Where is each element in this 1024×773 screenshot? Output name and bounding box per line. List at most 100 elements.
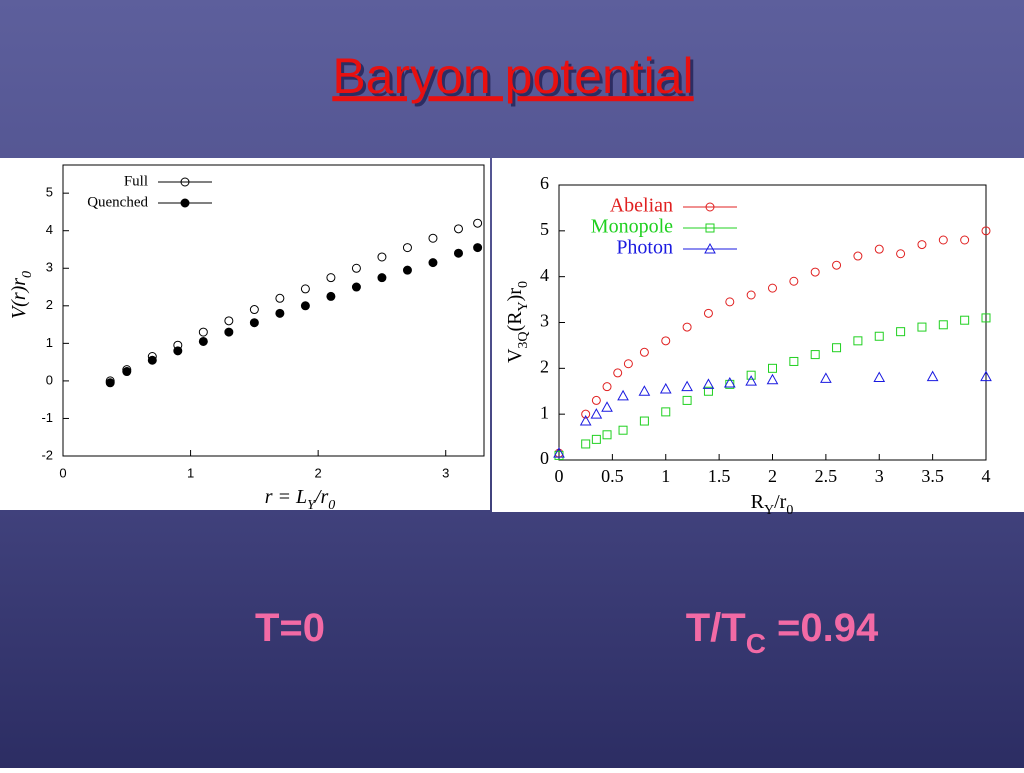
y-tick-label: 3 (540, 311, 549, 331)
data-point (746, 290, 756, 300)
x-tick-label: 0.5 (601, 466, 624, 486)
x-tick-label: 0 (555, 466, 564, 486)
data-point (326, 291, 336, 301)
x-tick-label: 2 (768, 466, 777, 486)
temperature-label-part: T=0 (255, 606, 325, 650)
data-point (428, 233, 438, 243)
data-point (617, 389, 629, 401)
data-point (832, 343, 842, 353)
x-axis-label-part: Y (307, 498, 317, 513)
data-point (980, 370, 992, 382)
data-point (896, 249, 906, 259)
y-tick-label: 4 (540, 265, 549, 285)
y-axis-label-part: V(r)r (8, 278, 30, 319)
data-point (602, 430, 612, 440)
y-tick-label: 6 (540, 173, 549, 193)
data-point (198, 336, 208, 346)
y-tick-label: 0 (46, 372, 53, 387)
data-point (661, 336, 671, 346)
x-tick-label: 3 (875, 466, 884, 486)
data-point (300, 301, 310, 311)
x-axis-label-part: R (751, 491, 765, 513)
data-point (351, 282, 361, 292)
legend-marker (705, 202, 715, 212)
y-axis-label-part: Y (516, 301, 531, 311)
legend-label: Monopole (591, 216, 673, 238)
data-point (105, 378, 115, 388)
temperature-label: T=0 (255, 606, 325, 650)
data-point (351, 263, 361, 273)
y-tick-label: 1 (540, 402, 549, 422)
data-point (639, 347, 649, 357)
data-point (789, 276, 799, 286)
data-point (896, 327, 906, 337)
legend-label: Photon (616, 237, 673, 259)
data-point (473, 218, 483, 228)
x-axis-label-part: 0 (328, 498, 335, 513)
x-tick-label: 0 (59, 465, 66, 480)
slide-title: Baryon potential (332, 48, 693, 104)
data-point (917, 322, 927, 332)
x-tick-label: 1.5 (708, 466, 731, 486)
title-shadow: Baryon potential (335, 51, 696, 107)
y-axis-label-part: 0 (516, 281, 531, 288)
legend-marker (705, 223, 715, 233)
data-point (938, 235, 948, 245)
data-point (810, 267, 820, 277)
x-axis-label: RY/r0 (751, 491, 794, 518)
x-axis-label-part: 0 (786, 503, 793, 518)
data-point (703, 308, 713, 318)
data-point (768, 363, 777, 373)
y-tick-label: 5 (540, 219, 549, 239)
x-tick-label: 1 (187, 465, 194, 480)
data-point (874, 244, 884, 254)
data-point (853, 336, 863, 346)
data-point (453, 224, 463, 234)
data-point (746, 370, 756, 380)
data-point (300, 284, 310, 294)
data-point (638, 385, 651, 396)
data-point (745, 375, 757, 386)
x-tick-label: 1 (661, 466, 670, 486)
y-axis-label-part: 0 (20, 271, 35, 278)
x-axis-label-part: /r (314, 486, 329, 508)
data-point (723, 376, 736, 388)
legend-label: Quenched (87, 194, 148, 210)
data-point (553, 447, 565, 458)
data-point (623, 359, 633, 369)
data-point (659, 382, 672, 394)
data-point (198, 327, 208, 337)
data-point (926, 370, 939, 382)
data-point (832, 260, 842, 270)
plot-frame (62, 164, 485, 457)
legend-marker (180, 198, 190, 208)
temperature-label-part: T/T (686, 606, 746, 650)
y-tick-label: -1 (41, 410, 53, 425)
data-point (428, 258, 438, 268)
temperature-label-part: C (746, 628, 766, 659)
data-point (473, 243, 483, 253)
y-axis-label-part: (R (504, 311, 526, 332)
data-point (453, 248, 463, 258)
y-tick-label: 0 (540, 448, 549, 468)
data-point (402, 243, 412, 253)
y-tick-label: 2 (46, 297, 53, 312)
temperature-label-part: =0.94 (766, 606, 879, 650)
y-tick-label: 3 (46, 260, 53, 275)
y-axis-label-part: )r (504, 288, 526, 302)
chart-panel (0, 158, 490, 510)
data-point (326, 273, 336, 283)
chart-panel (492, 158, 1024, 512)
y-axis-label-part: V (504, 348, 526, 363)
data-point (590, 408, 603, 419)
y-tick-label: 5 (46, 185, 53, 200)
data-point (853, 251, 863, 261)
legend-marker (704, 242, 716, 254)
data-point (581, 439, 591, 449)
data-point (613, 368, 623, 378)
data-point (173, 346, 183, 356)
data-point (766, 373, 779, 385)
y-tick-label: 2 (540, 356, 549, 376)
data-point (661, 407, 671, 417)
